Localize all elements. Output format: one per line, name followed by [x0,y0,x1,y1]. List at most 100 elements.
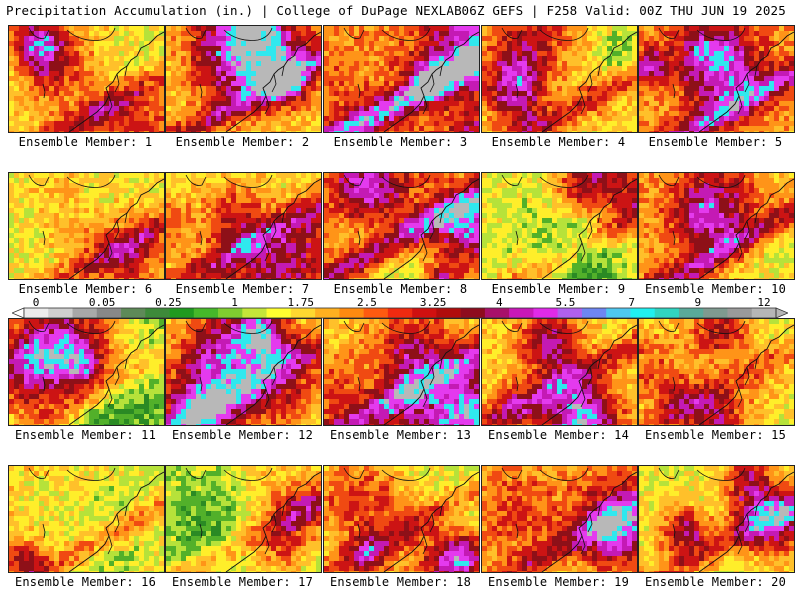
precip-cell [266,61,272,67]
precip-cell [632,96,637,102]
precip-cell [271,278,277,279]
precip-cell [276,218,282,224]
precip-cell [316,76,321,82]
precip-cell [206,193,212,199]
precip-cell [129,111,135,117]
precip-cell [296,96,302,102]
precip-cell [201,96,207,102]
precip-cell [176,76,182,82]
precip-cell [236,81,242,87]
precip-cell [334,46,340,52]
precip-cell [191,203,197,209]
precip-cell [89,31,95,37]
precip-cell [379,101,385,107]
precip-cell [211,96,217,102]
precip-cell [301,106,307,112]
precip-cell [474,76,479,82]
precip-cell [271,106,277,112]
precip-cell [719,96,725,102]
precip-cell [482,126,488,132]
precip-cell [201,121,207,127]
precip-cell [64,203,70,209]
precip-cell [59,66,65,72]
precip-cell [104,106,110,112]
precip-cell [154,86,160,92]
precip-cell [729,41,735,47]
precip-cell [176,258,182,264]
precip-cell [639,101,645,107]
precip-cell [517,51,523,57]
precip-cell [251,188,257,194]
precip-cell [134,86,140,92]
precip-cell [577,76,583,82]
precip-cell [149,81,155,87]
precip-cell [49,71,55,77]
precip-cell [29,36,35,42]
precip-cell [191,91,197,97]
precip-cell [49,111,55,117]
precip-cell [114,223,120,229]
precip-cell [572,96,578,102]
precip-cell [394,71,400,77]
precip-cell [246,121,252,127]
precip-cell [439,51,445,57]
precip-cell [64,106,70,112]
precip-cell [139,193,145,199]
precip-cell [236,273,242,279]
precip-cell [54,126,60,132]
precip-cell [374,101,380,107]
precip-cell [779,131,785,132]
precip-cell [166,238,172,244]
precip-cell [211,131,217,132]
precip-cell [104,51,110,57]
precip-cell [64,218,70,224]
precip-cell [144,126,150,132]
precip-cell [276,193,282,199]
precip-cell [261,131,267,132]
precip-cell [251,111,257,117]
precip-cell [602,111,608,117]
precip-cell [517,61,523,67]
precip-cell [166,188,172,194]
precip-cell [542,81,548,87]
precip-cell [241,253,247,259]
precip-cell [64,56,70,62]
precip-cell [602,26,608,32]
precip-cell [324,41,330,47]
precip-cell [124,178,130,184]
precip-cell [54,91,60,97]
precip-cell [512,26,518,32]
precip-cell [444,51,450,57]
precip-cell [759,91,765,97]
precip-cell [567,26,573,32]
precip-cell [236,208,242,214]
precip-cell [664,46,670,52]
precip-cell [94,233,100,239]
precip-cell [119,86,125,92]
precip-cell [104,263,110,269]
precip-cell [241,178,247,184]
precip-cell [59,61,65,67]
precip-cell [191,66,197,72]
precip-cell [684,51,690,57]
precip-cell [291,223,297,229]
precip-cell [44,106,50,112]
precip-cell [19,71,25,77]
precip-cell [649,106,655,112]
precip-cell [14,263,20,269]
precip-cell [191,248,197,254]
precip-cell [774,96,780,102]
precip-cell [301,213,307,219]
precip-cell [89,41,95,47]
precip-cell [39,66,45,72]
precip-cell [517,26,523,32]
precip-cell [134,46,140,52]
precip-cell [424,36,430,42]
precip-cell [206,126,212,132]
precip-cell [236,131,242,132]
precip-cell [359,183,365,189]
precip-cell [166,173,172,179]
precip-cell [49,76,55,82]
precip-cell [154,61,160,67]
precip-cell [19,218,25,224]
